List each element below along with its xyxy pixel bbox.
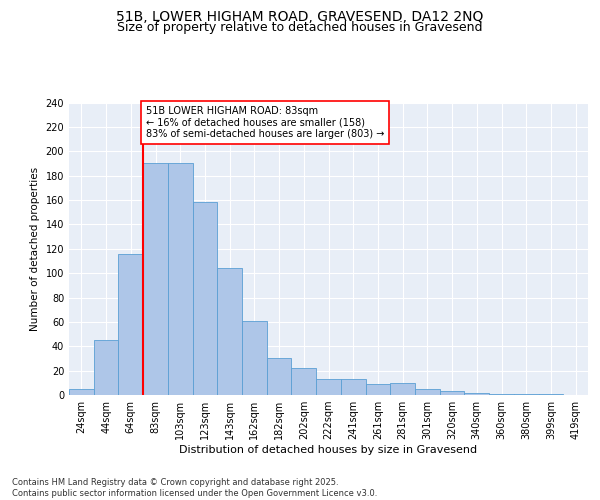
Y-axis label: Number of detached properties: Number of detached properties bbox=[30, 166, 40, 331]
Bar bbox=[390, 383, 415, 395]
Text: 51B, LOWER HIGHAM ROAD, GRAVESEND, DA12 2NQ: 51B, LOWER HIGHAM ROAD, GRAVESEND, DA12 … bbox=[116, 10, 484, 24]
Bar bbox=[217, 268, 242, 395]
Bar bbox=[539, 394, 563, 395]
Bar bbox=[193, 202, 217, 395]
Bar bbox=[464, 392, 489, 395]
Bar bbox=[415, 389, 440, 395]
Text: Contains HM Land Registry data © Crown copyright and database right 2025.
Contai: Contains HM Land Registry data © Crown c… bbox=[12, 478, 377, 498]
Bar bbox=[69, 389, 94, 395]
Bar bbox=[118, 254, 143, 395]
X-axis label: Distribution of detached houses by size in Gravesend: Distribution of detached houses by size … bbox=[179, 445, 478, 455]
Bar bbox=[341, 379, 365, 395]
Bar bbox=[143, 164, 168, 395]
Bar bbox=[242, 320, 267, 395]
Bar bbox=[94, 340, 118, 395]
Bar bbox=[440, 392, 464, 395]
Bar bbox=[365, 384, 390, 395]
Text: Size of property relative to detached houses in Gravesend: Size of property relative to detached ho… bbox=[117, 22, 483, 35]
Bar bbox=[316, 379, 341, 395]
Text: 51B LOWER HIGHAM ROAD: 83sqm
← 16% of detached houses are smaller (158)
83% of s: 51B LOWER HIGHAM ROAD: 83sqm ← 16% of de… bbox=[146, 106, 384, 140]
Bar bbox=[292, 368, 316, 395]
Bar bbox=[489, 394, 514, 395]
Bar bbox=[168, 164, 193, 395]
Bar bbox=[514, 394, 539, 395]
Bar bbox=[267, 358, 292, 395]
